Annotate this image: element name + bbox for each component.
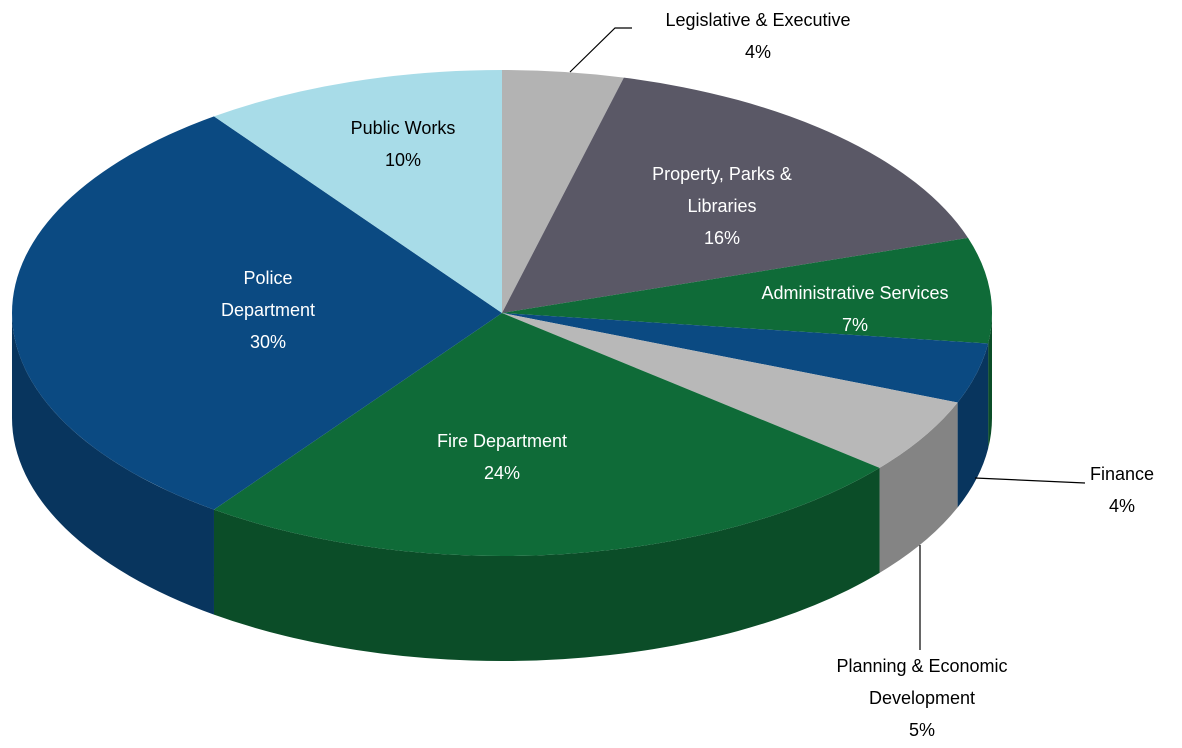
category-label: Police Department bbox=[220, 268, 316, 320]
category-label: Finance bbox=[1089, 464, 1155, 484]
category-label: Administrative Services bbox=[761, 283, 949, 303]
category-label: Property, Parks & Libraries bbox=[652, 164, 792, 216]
slice-label: Planning & Economic Development 5% bbox=[817, 650, 1027, 746]
slice bbox=[213, 313, 880, 556]
slice-label: Police Department 30% bbox=[203, 262, 333, 358]
slice bbox=[11, 116, 502, 510]
value-label: 4% bbox=[744, 42, 771, 62]
slice-label: Finance 4% bbox=[1062, 458, 1182, 522]
slice bbox=[502, 313, 958, 468]
slice-label: Legislative & Executive 4% bbox=[618, 4, 898, 68]
category-label: Planning & Economic Development bbox=[836, 656, 1008, 708]
category-label: Fire Department bbox=[436, 431, 568, 451]
leader-line bbox=[974, 477, 1086, 484]
slice-side bbox=[957, 343, 989, 508]
value-label: 16% bbox=[703, 228, 741, 248]
slice-side bbox=[12, 313, 214, 615]
value-label: 4% bbox=[1108, 496, 1135, 516]
slice-label: Public Works 10% bbox=[303, 112, 503, 176]
slice bbox=[502, 313, 989, 403]
category-label: Legislative & Executive bbox=[665, 10, 851, 30]
slice bbox=[213, 70, 502, 313]
value-label: 5% bbox=[908, 720, 935, 740]
leader-line bbox=[569, 27, 632, 73]
slice-side bbox=[988, 313, 992, 449]
slice-label: Administrative Services 7% bbox=[715, 277, 995, 341]
slice-label: Property, Parks & Libraries 16% bbox=[622, 158, 822, 254]
value-label: 10% bbox=[384, 150, 422, 170]
slice-label: Fire Department 24% bbox=[372, 425, 632, 489]
slice bbox=[502, 77, 969, 313]
value-label: 24% bbox=[483, 463, 521, 483]
slice-side bbox=[879, 402, 958, 573]
category-label: Public Works bbox=[350, 118, 456, 138]
value-label: 7% bbox=[841, 315, 868, 335]
slice bbox=[502, 70, 624, 313]
slice bbox=[502, 237, 992, 344]
value-label: 30% bbox=[249, 332, 287, 352]
slice-side bbox=[213, 467, 880, 661]
